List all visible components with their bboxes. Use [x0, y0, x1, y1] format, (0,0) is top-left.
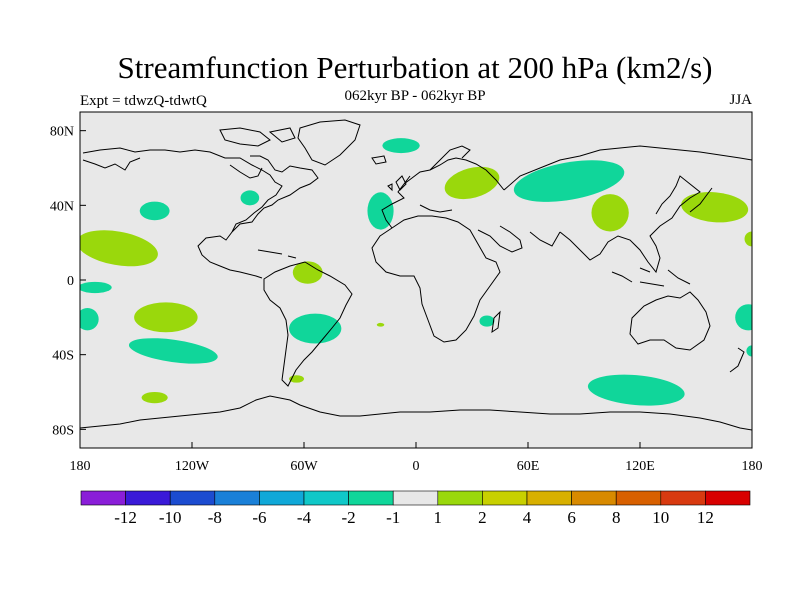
- anomaly-positive-0: [80, 230, 158, 267]
- experiment-label: Expt = tdwzQ-tdwtQ: [80, 93, 207, 109]
- colorbar-swatch: [705, 490, 751, 506]
- anomaly-negative-20: [735, 304, 752, 331]
- coastlines: [80, 119, 752, 431]
- colorbar-label: 1: [434, 508, 443, 527]
- colorbar-swatch: [303, 490, 349, 506]
- anomaly-negative-2: [80, 308, 99, 331]
- colorbar-swatch: [526, 490, 572, 506]
- y-tick-label: 40N: [50, 199, 74, 214]
- colorbar-label: -12: [114, 508, 137, 527]
- colorbar-label: 2: [478, 508, 487, 527]
- coastline-arctic-islands: [219, 127, 296, 147]
- anomaly-positive-13: [444, 166, 500, 200]
- anomaly-negative-7: [240, 190, 260, 206]
- coastline-greenland: [297, 119, 361, 166]
- colorbar-swatch: [259, 490, 305, 506]
- coastline-arabia: [477, 225, 523, 253]
- x-tick-label: 60W: [290, 459, 318, 474]
- anomaly-regions: [80, 138, 752, 406]
- anomaly-positive-6: [141, 392, 168, 404]
- x-axis: 180 120W 60W 0 60E 120E 180: [70, 442, 763, 474]
- anomaly-negative-22: [587, 374, 685, 406]
- coastline-caribbean: [257, 249, 297, 259]
- coastline-asia: [503, 145, 752, 274]
- colorbar-swatch: [571, 490, 617, 506]
- colorbar-swatch: [392, 490, 439, 506]
- colorbar-swatch: [169, 490, 216, 506]
- anomaly-negative-12: [382, 138, 420, 154]
- y-tick-label: 80N: [50, 125, 74, 140]
- coastline-indonesia: [611, 267, 691, 287]
- coastline-new-zealand: [729, 347, 745, 373]
- anomaly-positive-17: [591, 194, 629, 232]
- y-tick-label: 40S: [52, 349, 74, 364]
- coastline-south-america: [263, 261, 353, 387]
- anomaly-positive-4: [134, 302, 198, 333]
- colorbar-swatch: [437, 490, 483, 506]
- anomaly-positive-8: [292, 261, 323, 284]
- x-tick-label: 120E: [625, 459, 655, 474]
- colorbar-swatch: [348, 490, 394, 506]
- page-title: Streamfunction Perturbation at 200 hPa (…: [117, 50, 713, 85]
- anomaly-negative-11: [367, 192, 394, 230]
- colorbar-label: 6: [567, 508, 576, 527]
- season-label: JJA: [729, 92, 752, 108]
- coastline-iceland: [371, 155, 387, 165]
- coastline-antarctica: [80, 395, 752, 431]
- colorbar-label: -1: [386, 508, 400, 527]
- coastline-alaska: [82, 157, 141, 171]
- colorbar-swatch: [482, 490, 528, 506]
- subtitle: 062kyr BP - 062kyr BP: [344, 88, 486, 104]
- anomaly-negative-14: [479, 315, 495, 327]
- coastline-australia: [629, 291, 711, 351]
- colorbar-label: -4: [297, 508, 312, 527]
- colorbar-label: 10: [652, 508, 669, 527]
- coastline-madagascar: [491, 310, 501, 334]
- coastline-british-isles: [387, 175, 407, 192]
- colorbar-label: -8: [208, 508, 222, 527]
- anomaly-negative-5: [128, 338, 218, 364]
- x-tick-label: 60E: [517, 459, 540, 474]
- y-tick-label: 80S: [52, 423, 74, 438]
- colorbar-label: 12: [697, 508, 714, 527]
- colorbar-label: 8: [612, 508, 621, 527]
- coastline-hudson-bay: [229, 164, 263, 179]
- anomaly-negative-16: [513, 160, 625, 202]
- colorbar-swatch: [214, 490, 260, 506]
- anomaly-negative-1: [80, 281, 112, 294]
- coastline-north-america: [82, 147, 319, 279]
- anomaly-positive-18: [681, 192, 749, 223]
- x-tick-label: 180: [742, 459, 763, 474]
- y-tick-label: 0: [67, 274, 74, 289]
- y-axis: 80N 40N 0 40S 80S: [50, 125, 86, 438]
- colorbar-swatch: [125, 490, 171, 506]
- colorbar-swatch: [660, 490, 706, 506]
- coastline-scandinavia: [429, 145, 471, 171]
- x-tick-label: 120W: [175, 459, 210, 474]
- anomaly-positive-15: [376, 322, 385, 327]
- colorbar: -12 -10 -8 -6 -4 -2 -1 1 2 4 6 8 10 12: [80, 490, 751, 527]
- x-tick-label: 0: [413, 459, 420, 474]
- anomaly-negative-9: [289, 313, 342, 344]
- x-tick-label: 180: [70, 459, 91, 474]
- colorbar-swatch: [615, 490, 662, 506]
- colorbar-label: -2: [342, 508, 356, 527]
- anomaly-positive-19: [744, 231, 752, 247]
- colorbar-swatch: [80, 490, 126, 506]
- coastline-africa: [371, 215, 501, 343]
- colorbar-label: -10: [159, 508, 182, 527]
- colorbar-label: -6: [252, 508, 266, 527]
- anomaly-negative-21: [746, 345, 752, 357]
- colorbar-label: 4: [523, 508, 532, 527]
- anomaly-negative-3: [139, 201, 170, 221]
- coastline-japan: [689, 187, 713, 213]
